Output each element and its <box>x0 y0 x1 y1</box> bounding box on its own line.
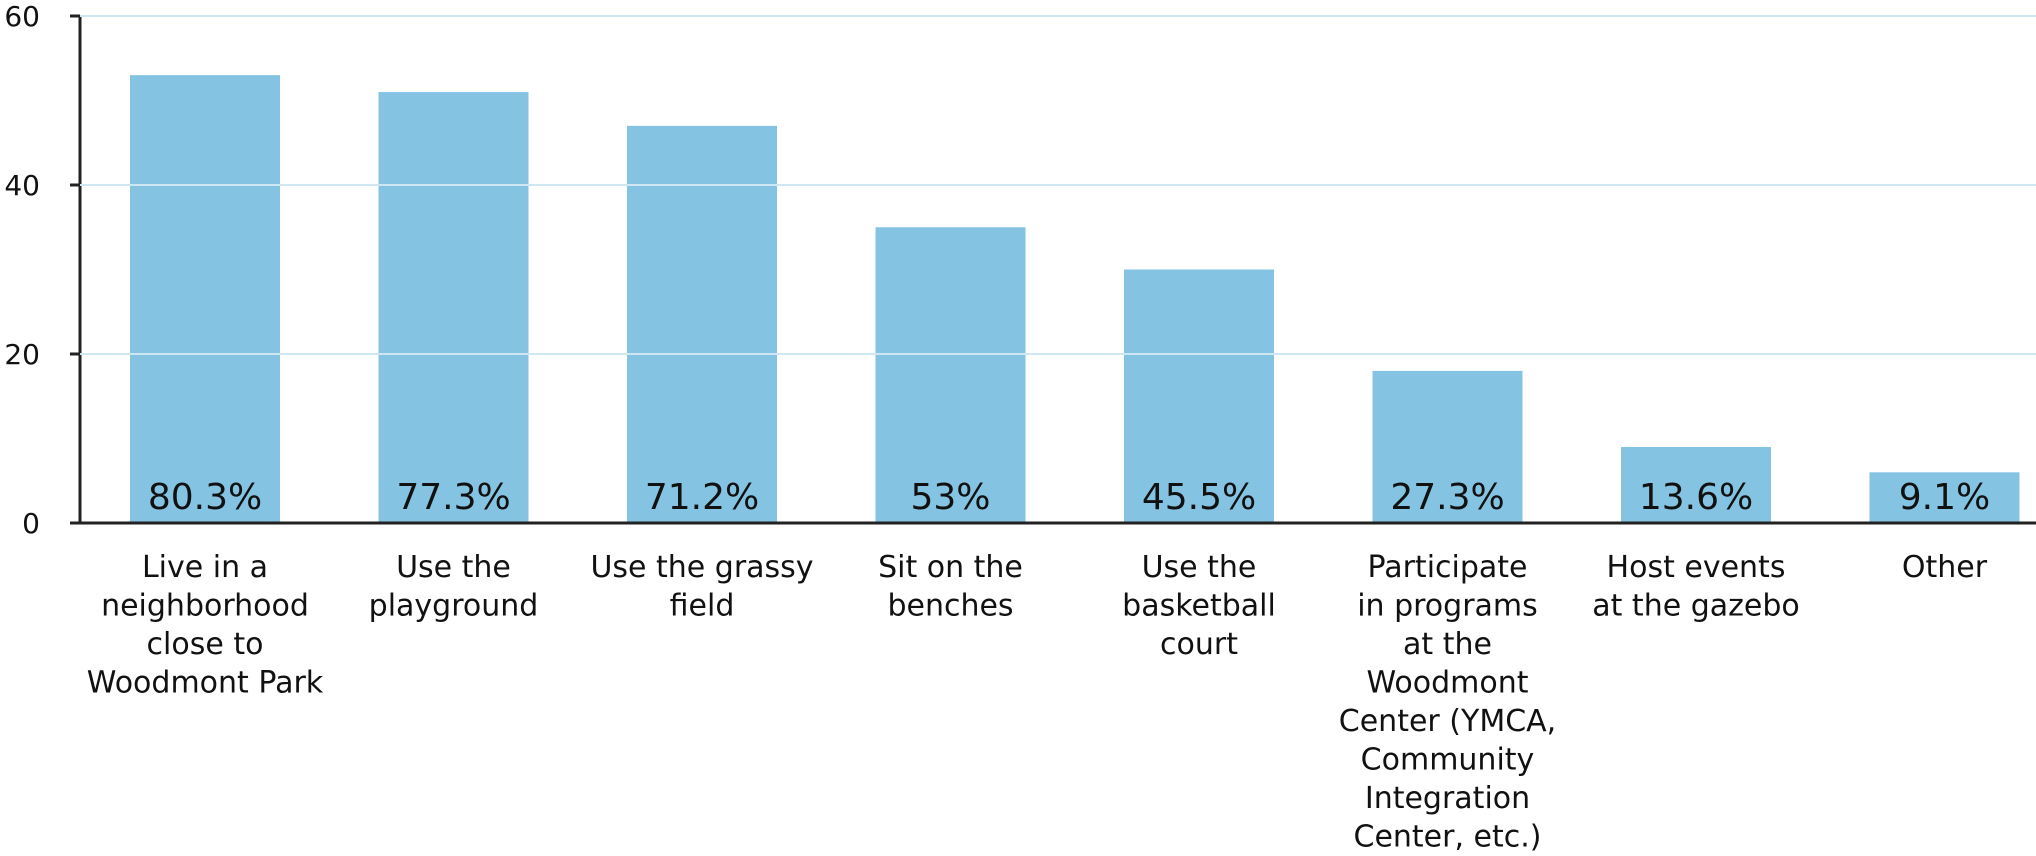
bar <box>130 75 280 524</box>
bar <box>875 227 1026 523</box>
data-label: 9.1% <box>1899 477 1990 518</box>
y-tick-labels: 0 20 40 60 <box>4 0 80 540</box>
data-labels: 80.3% 77.3% 71.2% 53% 45.5% 27.3% 13.6% 9.1% <box>148 477 1990 518</box>
x-category-label: Use the playground <box>369 550 539 624</box>
x-category-label: Host events at the gazebo <box>1592 550 1799 624</box>
data-label: 13.6% <box>1639 477 1753 518</box>
x-category-label: Sit on the benches <box>878 550 1023 624</box>
data-label: 45.5% <box>1142 477 1256 518</box>
bars <box>130 75 2020 524</box>
data-label: 53% <box>910 477 990 518</box>
bar <box>1372 370 1523 523</box>
y-tick-label: 60 <box>4 0 40 33</box>
x-category-label: Use the grassy field <box>590 550 813 624</box>
y-tick-label: 20 <box>4 338 40 371</box>
y-tick-label: 0 <box>22 507 40 540</box>
x-category-label: Other <box>1902 550 1988 585</box>
x-category-label: Use the basketball court <box>1122 550 1276 662</box>
bar <box>1124 269 1274 523</box>
x-category-labels: Live in a neighborhood close to Woodmont Pa… <box>87 550 1988 855</box>
bar <box>378 92 529 524</box>
data-label: 71.2% <box>645 477 759 518</box>
x-category-label: Participate in programs at the Woodmont Cent… <box>1339 550 1556 855</box>
gridlines <box>80 15 2036 355</box>
bar <box>1621 446 1771 523</box>
y-tick-label: 40 <box>4 169 40 202</box>
bar <box>1869 472 2020 523</box>
data-label: 27.3% <box>1390 477 1504 518</box>
data-label: 77.3% <box>396 477 510 518</box>
x-category-label: Live in a neighborhood close to Woodmont Pa… <box>87 550 324 701</box>
axes <box>78 16 2036 525</box>
bar <box>627 125 777 523</box>
data-label: 80.3% <box>148 477 262 518</box>
